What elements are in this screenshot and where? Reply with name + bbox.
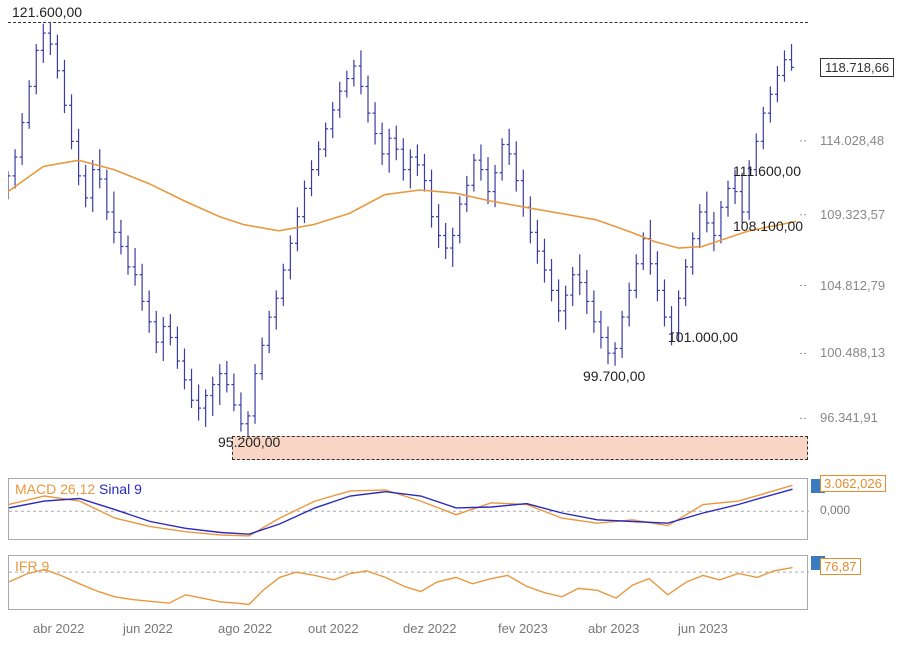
ifr-panel[interactable]: IFR 9	[8, 555, 808, 610]
current-price-box: 118.718,66	[820, 58, 894, 77]
stock-chart-container: 121.600,00 111.600,00 108.100,00 101.000,00…	[0, 0, 911, 652]
x-axis-tick: jun 2022	[123, 621, 173, 636]
y-axis-label: 114.028,48	[820, 133, 905, 148]
x-axis-tick: jun 2023	[678, 621, 728, 636]
price-level-label: 108.100,00	[733, 218, 803, 234]
price-chart-svg	[8, 8, 808, 463]
y-axis-label: 96.341,91	[820, 410, 905, 425]
price-panel[interactable]: 121.600,00111.600,00108.100,00101.000,00…	[8, 8, 808, 463]
macd-panel[interactable]: MACD 26,12 Sinal 9	[8, 478, 808, 540]
price-level-label: 101.000,00	[668, 329, 738, 345]
price-level-label: 111.600,00	[733, 163, 801, 179]
y-axis-label: 104.812,79	[820, 278, 905, 293]
macd-chart-svg	[9, 479, 809, 541]
y-axis-label: 100.488,13	[820, 345, 905, 360]
y-axis-label: 109.323,57	[820, 207, 905, 222]
support-zone	[232, 436, 808, 460]
x-axis-tick: fev 2023	[498, 621, 548, 636]
x-axis-tick: out 2022	[308, 621, 359, 636]
x-axis-tick: abr 2022	[33, 621, 84, 636]
ifr-chart-svg	[9, 556, 809, 611]
x-axis: abr 2022 jun 2022 ago 2022 out 2022 dez 2022…	[8, 618, 808, 643]
price-level-label: 99.700,00	[583, 368, 645, 384]
support-zone-label: 95.200,00	[218, 434, 280, 450]
macd-value-box: 3.062,026	[820, 475, 886, 492]
macd-zero-label: 0,000	[820, 503, 850, 517]
price-level-label: 121.600,00	[12, 4, 82, 20]
ifr-value-box: 76,87	[820, 558, 861, 575]
x-axis-tick: dez 2022	[403, 621, 457, 636]
x-axis-tick: ago 2022	[218, 621, 272, 636]
x-axis-tick: abr 2023	[588, 621, 639, 636]
horizontal-line	[8, 22, 808, 23]
